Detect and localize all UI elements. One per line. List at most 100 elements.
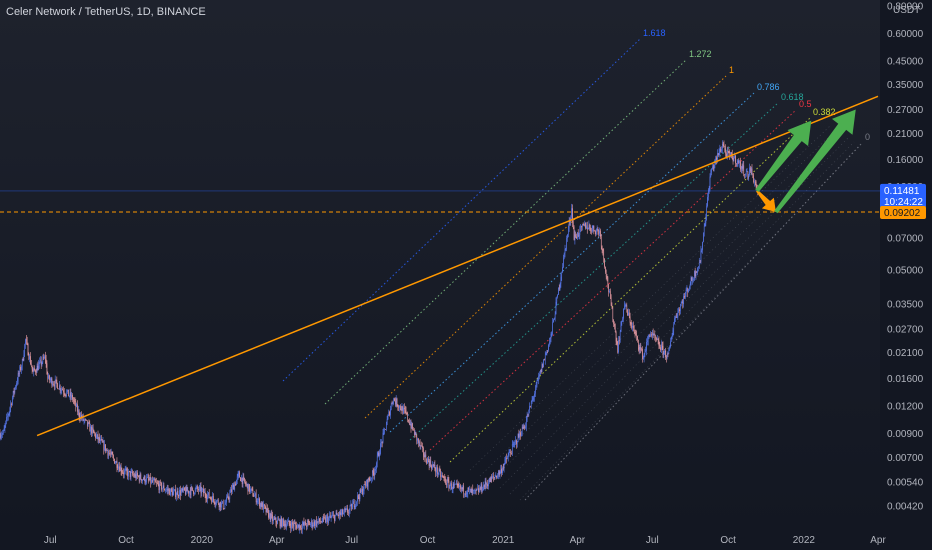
candle [525,422,526,430]
fib-level-1.618[interactable]: 1.618 [282,28,666,382]
y-tick-label: 0.07000 [887,234,924,245]
candle [453,482,455,489]
candle [212,492,213,503]
candle [601,245,603,254]
candle [308,519,310,525]
candle [60,387,62,396]
candle [508,449,510,457]
candle [214,501,216,508]
candle [481,481,483,495]
candle [252,486,254,497]
target-arrow-up[interactable] [755,120,812,192]
fib-level-0.786[interactable]: 0.786 [389,82,780,433]
candle [438,467,440,476]
candle [249,484,250,495]
candle [568,225,569,238]
candle [413,428,415,438]
candle [717,153,719,158]
x-axis[interactable]: Jul Oct 2020 Apr Jul Oct 2021 Apr Jul Oct 2022 Apr [44,535,887,546]
candle [671,332,673,340]
candle [172,488,174,496]
candle [510,449,511,458]
candle [620,321,622,333]
candle [714,158,716,169]
candle [524,424,525,431]
candle [660,344,661,353]
candle [217,498,218,503]
candle [716,155,717,165]
candle [566,235,567,252]
fib-level-0.382[interactable]: 0.382 [449,107,836,463]
candle [587,227,589,230]
candle [80,411,82,422]
fib-level-1.272[interactable]: 1.272 [324,49,712,405]
candle [293,519,295,531]
candle [725,144,726,157]
target-arrow-down[interactable] [756,189,776,213]
candle [633,325,635,335]
candle [269,510,270,519]
candle [694,270,695,281]
fib-level-1[interactable]: 1 [364,65,734,419]
candle [593,225,595,235]
candle [98,436,100,445]
candle [664,349,665,355]
plot-area [0,0,880,528]
trendline[interactable] [36,95,879,437]
candle [394,397,395,402]
candle [87,421,89,427]
candle [115,460,116,465]
candle [744,174,745,179]
candle [482,486,483,493]
candle [452,481,454,494]
fib-level-0.5[interactable]: 0.5 [429,99,812,451]
candle [147,473,148,479]
candle [167,485,169,496]
candle [288,520,290,527]
candle [133,471,134,478]
candle [634,329,636,338]
candle [368,476,370,483]
candle [237,470,239,480]
candle [376,451,378,468]
candle [348,509,349,516]
candle [56,376,58,388]
candle [203,488,205,494]
candle [71,391,72,401]
candle [356,501,357,507]
candle [552,318,553,336]
candle [115,460,117,463]
candle [262,501,264,510]
fib-level-label: 1 [729,65,734,75]
candle [318,516,320,525]
candle [202,487,203,493]
candle [729,149,731,160]
candle [314,519,315,529]
fib-level-0.618[interactable]: 0.618 [409,92,804,441]
candle [353,498,354,505]
candle [718,148,720,156]
candle [222,500,223,505]
candle [658,336,660,350]
candle [54,375,56,390]
candle [697,267,698,276]
candle [565,248,567,251]
candle [321,518,323,524]
candle [44,354,45,360]
fib-level-0[interactable]: 0 [524,132,870,501]
candle [535,381,537,390]
candle [406,412,408,415]
candle [31,366,33,374]
candle [335,510,337,517]
candle [260,501,262,510]
target-arrow-up[interactable] [774,109,856,214]
candle [581,225,582,232]
candle [213,493,214,503]
candle [297,524,299,528]
candle [561,271,563,281]
candle [100,435,101,445]
y-axis-unit: USDT [893,5,920,16]
candle [606,274,608,282]
